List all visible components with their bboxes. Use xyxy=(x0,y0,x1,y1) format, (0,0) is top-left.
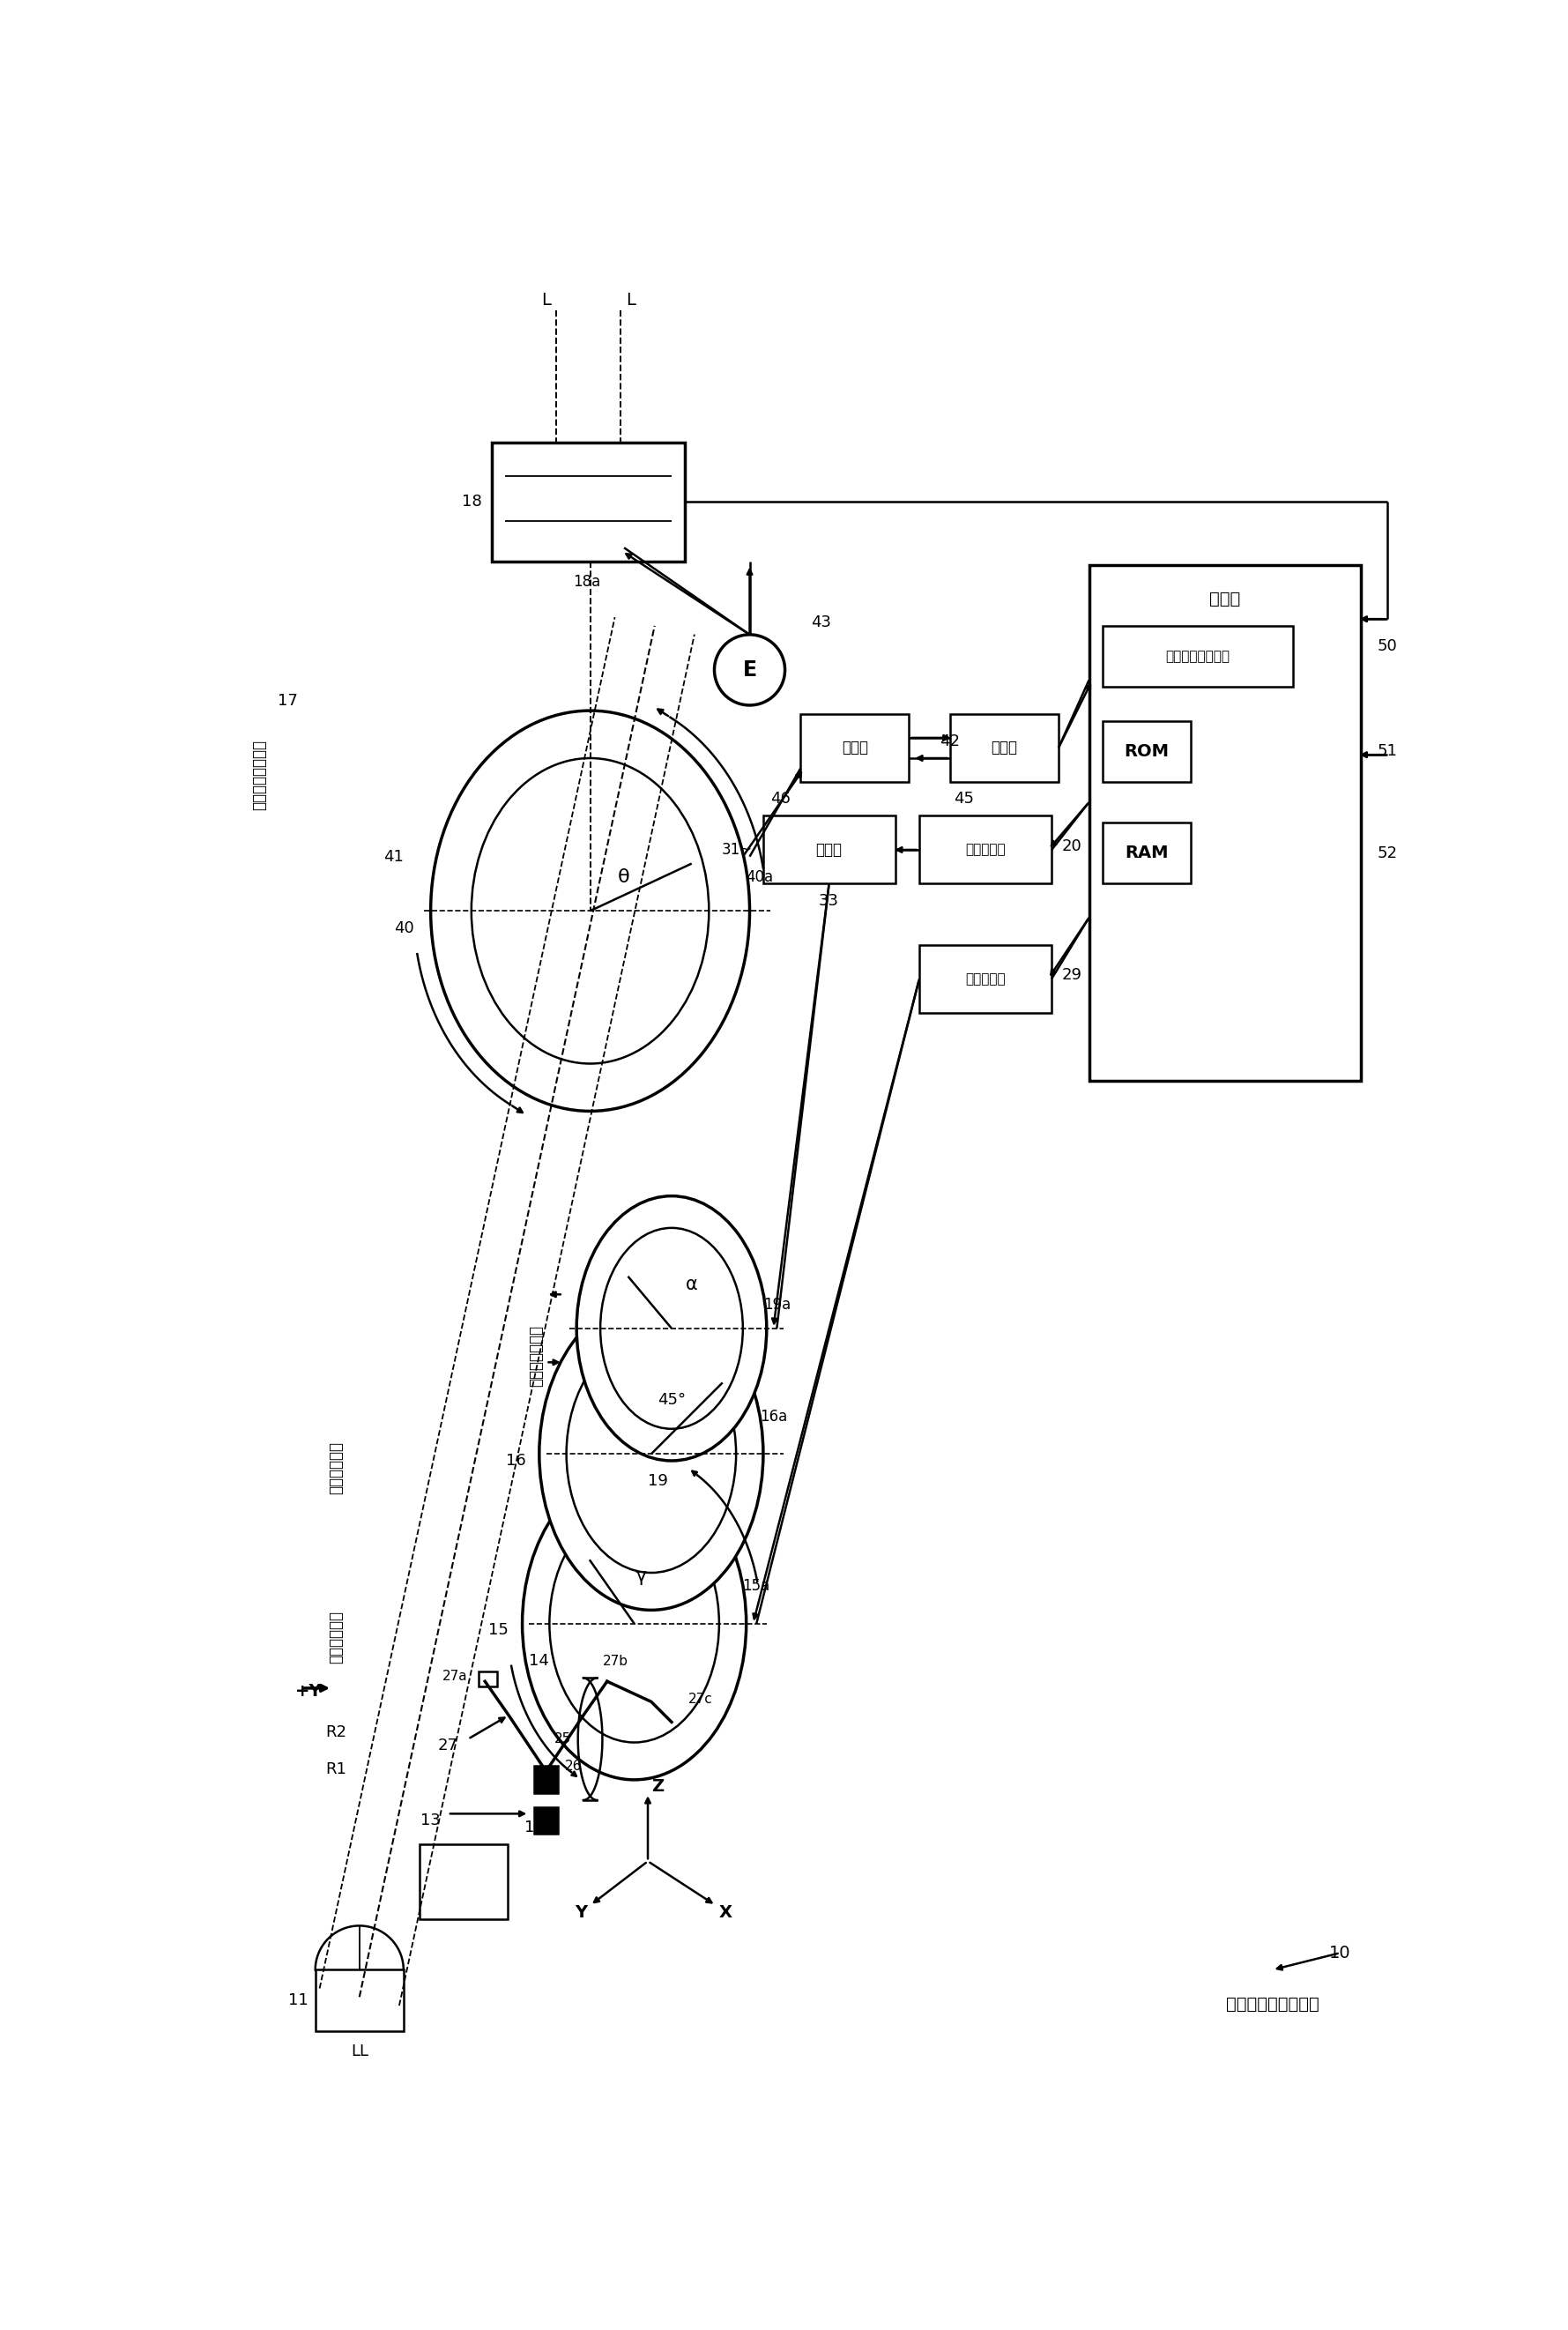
Text: 11: 11 xyxy=(289,1992,309,2008)
Bar xyxy=(1102,720,1190,783)
Text: 15: 15 xyxy=(489,1622,508,1638)
Text: 18: 18 xyxy=(461,494,481,510)
Ellipse shape xyxy=(539,1298,764,1610)
Text: 19: 19 xyxy=(648,1473,668,1489)
Text: （偏振元件）: （偏振元件） xyxy=(328,1610,343,1664)
Text: 驱动源: 驱动源 xyxy=(991,741,1018,755)
Text: 17: 17 xyxy=(278,692,298,708)
Text: X: X xyxy=(720,1904,732,1920)
Text: 连结部: 连结部 xyxy=(842,741,869,755)
Text: 45: 45 xyxy=(953,790,974,806)
Text: （旋转检偏元件）: （旋转检偏元件） xyxy=(252,741,268,811)
Bar xyxy=(1090,564,1361,1081)
Text: E: E xyxy=(743,659,757,680)
Text: 13: 13 xyxy=(420,1813,441,1829)
Ellipse shape xyxy=(577,1195,767,1461)
Text: 31~: 31~ xyxy=(721,841,753,857)
Text: L: L xyxy=(626,291,635,308)
Ellipse shape xyxy=(472,757,709,1062)
Text: +Y: +Y xyxy=(295,1682,321,1701)
Text: 方位变更部: 方位变更部 xyxy=(964,972,1005,986)
Bar xyxy=(419,1845,508,1920)
Text: 50: 50 xyxy=(1377,638,1397,655)
Bar xyxy=(1102,822,1190,883)
Text: Z: Z xyxy=(652,1778,665,1794)
Bar xyxy=(492,443,685,562)
Bar xyxy=(801,713,909,783)
Text: LL: LL xyxy=(351,2043,368,2060)
Bar xyxy=(1102,627,1292,687)
Text: 方位变更部: 方位变更部 xyxy=(964,843,1005,857)
Text: 20: 20 xyxy=(1062,839,1082,855)
Text: 光强度数据存儲部: 光强度数据存儲部 xyxy=(1165,650,1229,664)
Text: θ: θ xyxy=(618,869,630,885)
Text: 40: 40 xyxy=(394,920,414,937)
Ellipse shape xyxy=(566,1335,735,1573)
Circle shape xyxy=(715,634,786,706)
Text: 18a: 18a xyxy=(572,573,601,589)
Text: γ: γ xyxy=(635,1568,648,1584)
Text: 45°: 45° xyxy=(657,1391,685,1407)
Text: α: α xyxy=(685,1275,698,1293)
Text: 33: 33 xyxy=(818,892,839,909)
Bar xyxy=(533,1766,558,1794)
Text: （双折射测定装置）: （双折射测定装置） xyxy=(1226,1994,1319,2013)
Text: R1: R1 xyxy=(325,1761,347,1778)
Ellipse shape xyxy=(601,1228,743,1428)
Ellipse shape xyxy=(522,1468,746,1780)
Text: 42: 42 xyxy=(939,734,960,750)
Ellipse shape xyxy=(431,711,750,1111)
Text: 15a: 15a xyxy=(743,1577,770,1594)
Text: 46: 46 xyxy=(770,790,790,806)
Bar xyxy=(594,1671,615,1687)
Text: （相位差薄膜）: （相位差薄膜） xyxy=(528,1326,544,1386)
Bar xyxy=(315,1969,403,2032)
Text: 移动部: 移动部 xyxy=(815,841,842,857)
Text: 29: 29 xyxy=(1062,967,1082,983)
Text: Y: Y xyxy=(575,1904,588,1920)
Text: 16: 16 xyxy=(505,1454,525,1468)
Text: 19a: 19a xyxy=(764,1298,790,1312)
Text: 27a: 27a xyxy=(442,1671,467,1682)
Text: 10: 10 xyxy=(1330,1946,1352,1962)
Bar xyxy=(950,713,1058,783)
Text: （相位元件）: （相位元件） xyxy=(328,1440,343,1494)
Text: L: L xyxy=(541,291,550,308)
Text: 控制器: 控制器 xyxy=(1209,589,1240,608)
Text: 41: 41 xyxy=(383,848,403,864)
Text: 12: 12 xyxy=(524,1820,544,1836)
Bar xyxy=(533,1808,558,1834)
Text: RAM: RAM xyxy=(1124,846,1168,862)
Ellipse shape xyxy=(549,1505,720,1743)
Bar xyxy=(919,816,1052,883)
Text: 40a: 40a xyxy=(746,869,773,885)
Bar xyxy=(478,1671,497,1687)
Text: 52: 52 xyxy=(1377,846,1397,862)
Text: R2: R2 xyxy=(325,1724,347,1741)
Text: 26: 26 xyxy=(564,1759,582,1773)
Bar xyxy=(919,946,1052,1014)
Text: 43: 43 xyxy=(811,615,831,631)
Text: 51: 51 xyxy=(1377,743,1397,760)
Text: 25: 25 xyxy=(555,1734,571,1745)
Text: 14: 14 xyxy=(530,1652,549,1668)
Text: 16a: 16a xyxy=(759,1410,787,1424)
Bar xyxy=(660,1694,679,1708)
Text: ROM: ROM xyxy=(1124,743,1170,760)
Text: 27c: 27c xyxy=(688,1694,713,1706)
Text: 27: 27 xyxy=(437,1738,458,1754)
Bar xyxy=(764,816,895,883)
Text: 27b: 27b xyxy=(604,1654,629,1668)
